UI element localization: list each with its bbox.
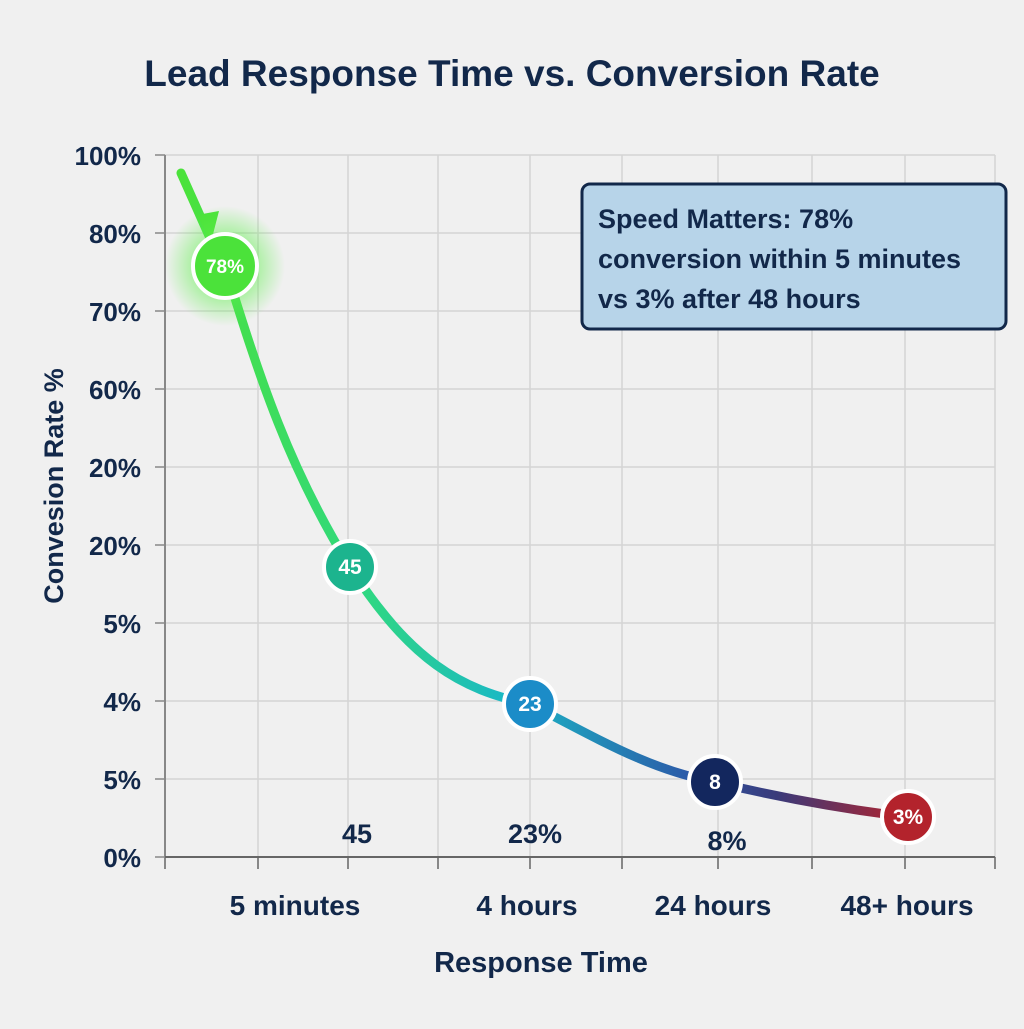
x-tick-label: 48+ hours xyxy=(840,890,973,921)
annotation-line-2: conversion within 5 minutes xyxy=(598,244,961,274)
y-tick-label: 100% xyxy=(75,141,142,171)
x-tick-label: 5 minutes xyxy=(230,890,361,921)
data-point-label: 78% xyxy=(206,257,244,278)
data-label: 8% xyxy=(707,826,746,856)
data-point xyxy=(191,232,259,300)
y-tick-label: 5% xyxy=(103,765,141,795)
data-label: 23% xyxy=(508,819,562,849)
data-point-label: 8 xyxy=(709,771,721,794)
data-point xyxy=(322,539,378,595)
y-tick-label: 4% xyxy=(103,687,141,717)
data-point xyxy=(687,754,743,810)
y-axis-label: Convesion Rate % xyxy=(39,368,69,604)
annotation-line-3: vs 3% after 48 hours xyxy=(598,284,861,314)
x-tick-label: 4 hours xyxy=(476,890,577,921)
data-point xyxy=(502,676,558,732)
y-tick-label: 70% xyxy=(89,297,141,327)
y-tick-label: 5% xyxy=(103,609,141,639)
y-tick-label: 20% xyxy=(89,453,141,483)
x-tick-label: 24 hours xyxy=(655,890,772,921)
y-tick-label: 60% xyxy=(89,375,141,405)
data-point-label: 3% xyxy=(893,806,924,829)
y-tick-label: 0% xyxy=(103,843,141,873)
data-point xyxy=(880,789,936,845)
data-point-label: 23 xyxy=(518,693,541,716)
annotation-line-1: Speed Matters: 78% xyxy=(598,204,853,234)
x-axis-label: Response Time xyxy=(434,947,648,979)
annotation-box: Speed Matters: 78% conversion within 5 m… xyxy=(580,182,1008,331)
x-axis: 5 minutes 4 hours 24 hours 48+ hours xyxy=(165,856,996,921)
data-point-label: 45 xyxy=(338,556,362,579)
series: 78% 45 23 8 3% 45 23% 8% xyxy=(165,168,936,856)
y-axis: 100% 80% 70% 60% 20% 20% 5% 4% 5% 0% xyxy=(75,141,166,873)
chart-title: Lead Response Time vs. Conversion Rate xyxy=(144,53,879,94)
y-tick-label: 80% xyxy=(89,219,141,249)
y-tick-label: 20% xyxy=(89,531,141,561)
data-label: 45 xyxy=(342,819,372,849)
